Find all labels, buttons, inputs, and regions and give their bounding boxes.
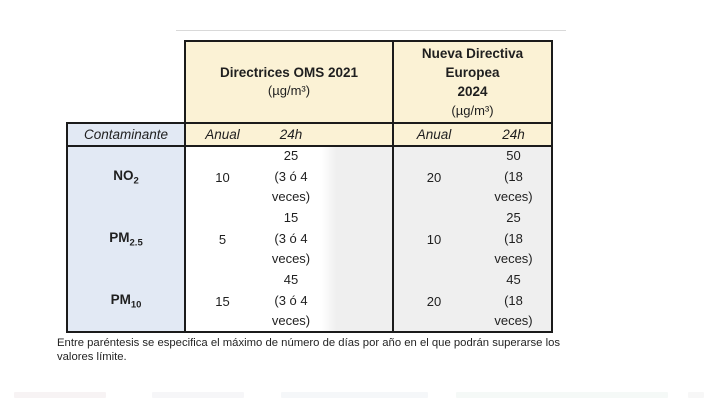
value-line: (3 ó 4 bbox=[274, 168, 308, 184]
value-line: 15 bbox=[283, 210, 299, 226]
eu-24h-pm25: 25 (18 veces) bbox=[475, 208, 552, 270]
eu-data-area: 20 50 (18 veces) 10 25 (18 veces) 20 45 … bbox=[393, 146, 552, 332]
pollutant-label-pm10: PM10 bbox=[67, 270, 185, 332]
value-line: 25 bbox=[283, 148, 299, 164]
eu-group-title-2: Europea bbox=[445, 65, 500, 80]
eu-24h-pm10: 45 (18 veces) bbox=[475, 270, 552, 332]
value-line: (18 bbox=[504, 230, 523, 246]
pollutant-name: PM bbox=[109, 229, 130, 245]
oms-subheader-row: Anual 24h bbox=[185, 123, 393, 146]
eu-anual-no2: 20 bbox=[426, 169, 442, 185]
faded-artifact-segment bbox=[688, 392, 704, 398]
table-border bbox=[66, 331, 553, 333]
oms-values-no2: 10 25 (3 ó 4 veces) bbox=[185, 146, 322, 208]
eu-group-title-1: Nueva Directiva bbox=[421, 46, 524, 61]
table-border bbox=[184, 40, 553, 42]
value-line: veces) bbox=[271, 313, 311, 329]
value-line: 45 bbox=[283, 272, 299, 288]
eu-group-title-3: 2024 bbox=[457, 84, 488, 99]
table-border bbox=[184, 40, 186, 333]
eu-group-units: (µg/m³) bbox=[451, 103, 494, 118]
table-border bbox=[66, 145, 553, 147]
oms-group-header: Directrices OMS 2021 (µg/m³) bbox=[185, 41, 393, 123]
value-line: veces) bbox=[271, 251, 311, 267]
value-line: (3 ó 4 bbox=[274, 230, 308, 246]
value-line: veces) bbox=[494, 251, 533, 267]
oms-anual-no2: 10 bbox=[215, 169, 230, 185]
pollutant-subscript: 2.5 bbox=[129, 237, 143, 249]
oms-24h-no2: 25 (3 ó 4 veces) bbox=[260, 146, 322, 208]
pollutant-subscript: 2 bbox=[133, 175, 139, 187]
oms-24h-pm10: 45 (3 ó 4 veces) bbox=[260, 270, 322, 332]
value-line: veces) bbox=[271, 189, 311, 205]
page-artifact-top-line bbox=[176, 30, 566, 31]
eu-column-header-24h: 24h bbox=[502, 127, 525, 142]
faded-artifact-segment bbox=[281, 392, 428, 398]
oms-data-area: 10 25 (3 ó 4 veces) 5 15 (3 ó 4 veces) 1… bbox=[185, 146, 322, 332]
pollutant-column: NO2 PM2.5 PM10 bbox=[67, 146, 185, 332]
eu-group-header: Nueva Directiva Europea 2024 (µg/m³) bbox=[393, 41, 552, 123]
table-border bbox=[392, 40, 394, 333]
oms-group-title: Directrices OMS 2021 bbox=[219, 64, 359, 80]
shaded-spacer-column bbox=[322, 146, 393, 332]
value-line: (18 bbox=[504, 168, 523, 184]
eu-anual-pm25: 10 bbox=[426, 231, 442, 247]
oms-group-units: (µg/m³) bbox=[267, 83, 311, 98]
value-line: 45 bbox=[506, 272, 521, 288]
value-line: (18 bbox=[504, 292, 523, 308]
pollutant-label-pm25: PM2.5 bbox=[67, 208, 185, 270]
value-line: 50 bbox=[506, 148, 521, 164]
eu-column-header-anual: Anual bbox=[416, 127, 452, 142]
oms-values-pm25: 5 15 (3 ó 4 veces) bbox=[185, 208, 322, 270]
eu-values-pm25: 10 25 (18 veces) bbox=[393, 208, 552, 270]
eu-values-pm10: 20 45 (18 veces) bbox=[393, 270, 552, 332]
faded-artifact-segment bbox=[14, 392, 106, 398]
table-border bbox=[66, 122, 553, 124]
pollutant-name: PM bbox=[110, 291, 131, 307]
oms-values-pm10: 15 45 (3 ó 4 veces) bbox=[185, 270, 322, 332]
eu-values-no2: 20 50 (18 veces) bbox=[393, 146, 552, 208]
value-line: (3 ó 4 bbox=[274, 292, 308, 308]
eu-subheader-row: Anual 24h bbox=[393, 123, 552, 146]
oms-24h-pm25: 15 (3 ó 4 veces) bbox=[260, 208, 322, 270]
pollutant-row-pm25: PM2.5 bbox=[67, 208, 185, 270]
pollutant-subscript: 10 bbox=[130, 299, 142, 311]
pollutant-label-no2: NO2 bbox=[67, 146, 185, 208]
oms-anual-pm10: 15 bbox=[215, 293, 230, 309]
eu-24h-no2: 50 (18 veces) bbox=[475, 146, 552, 208]
pollutant-name: NO bbox=[113, 167, 134, 183]
column-header-contaminante: Contaminante bbox=[67, 123, 185, 146]
value-line: 25 bbox=[506, 210, 521, 226]
value-line: veces) bbox=[494, 189, 533, 205]
pollutant-row-pm10: PM10 bbox=[67, 270, 185, 332]
faded-artifact-segment bbox=[152, 392, 244, 398]
faded-artifact-segment bbox=[456, 392, 668, 398]
table-border bbox=[551, 40, 553, 333]
value-line: veces) bbox=[494, 313, 533, 329]
table-footnote: Entre paréntesis se especifica el máximo… bbox=[57, 337, 561, 363]
pollutant-row-no2: NO2 bbox=[67, 146, 185, 208]
oms-column-header-24h: 24h bbox=[279, 127, 303, 142]
contaminante-label: Contaminante bbox=[83, 127, 169, 142]
oms-column-header-anual: Anual bbox=[205, 127, 240, 142]
eu-anual-pm10: 20 bbox=[426, 293, 442, 309]
table-border bbox=[66, 122, 68, 333]
oms-anual-pm25: 5 bbox=[218, 231, 227, 247]
